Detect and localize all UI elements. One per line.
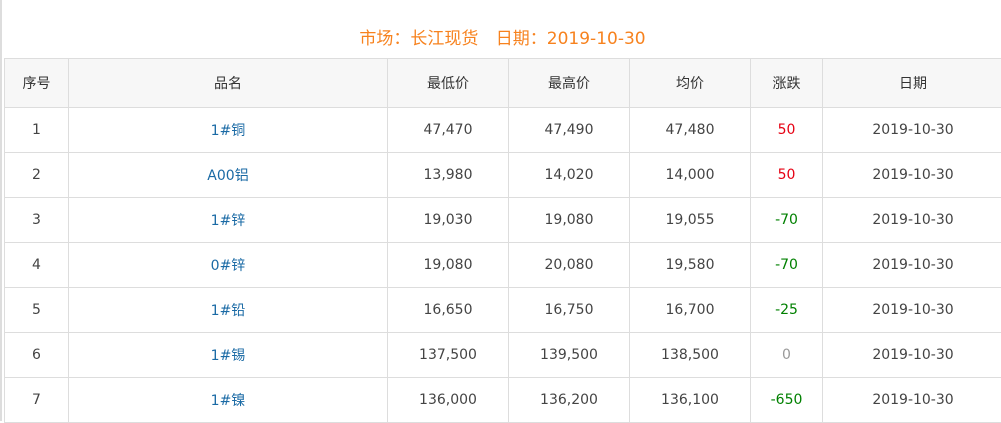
col-header-low: 最低价 [388, 59, 509, 108]
col-header-high: 最高价 [509, 59, 630, 108]
price-change: 50 [751, 108, 823, 153]
price-change: -25 [751, 288, 823, 333]
product-name-link[interactable]: 1#锡 [69, 333, 388, 378]
col-header-change: 涨跌 [751, 59, 823, 108]
row-date: 2019-10-30 [823, 288, 1001, 333]
row-date: 2019-10-30 [823, 153, 1001, 198]
price-change: -70 [751, 243, 823, 288]
low-price: 137,500 [388, 333, 509, 378]
avg-price: 47,480 [630, 108, 751, 153]
avg-price: 19,580 [630, 243, 751, 288]
avg-price: 16,700 [630, 288, 751, 333]
avg-price: 19,055 [630, 198, 751, 243]
product-name-link[interactable]: 1#镍 [69, 378, 388, 423]
high-price: 136,200 [509, 378, 630, 423]
high-price: 14,020 [509, 153, 630, 198]
row-no: 5 [5, 288, 69, 333]
row-no: 4 [5, 243, 69, 288]
row-no: 1 [5, 108, 69, 153]
low-price: 136,000 [388, 378, 509, 423]
high-price: 16,750 [509, 288, 630, 333]
price-change: 50 [751, 153, 823, 198]
row-date: 2019-10-30 [823, 378, 1001, 423]
low-price: 19,030 [388, 198, 509, 243]
product-name-link[interactable]: A00铝 [69, 153, 388, 198]
high-price: 139,500 [509, 333, 630, 378]
price-change: 0 [751, 333, 823, 378]
col-header-date: 日期 [823, 59, 1001, 108]
row-no: 7 [5, 378, 69, 423]
row-date: 2019-10-30 [823, 243, 1001, 288]
row-no: 6 [5, 333, 69, 378]
low-price: 13,980 [388, 153, 509, 198]
price-change: -70 [751, 198, 823, 243]
product-name-link[interactable]: 1#铜 [69, 108, 388, 153]
row-no: 3 [5, 198, 69, 243]
product-name-link[interactable]: 1#锌 [69, 198, 388, 243]
row-date: 2019-10-30 [823, 108, 1001, 153]
market-date-header: 市场：长江现货 日期：2019-10-30 [2, 24, 1001, 49]
low-price: 16,650 [388, 288, 509, 333]
col-header-no: 序号 [5, 59, 69, 108]
avg-price: 14,000 [630, 153, 751, 198]
low-price: 47,470 [388, 108, 509, 153]
avg-price: 136,100 [630, 378, 751, 423]
col-header-name: 品名 [69, 59, 388, 108]
high-price: 19,080 [509, 198, 630, 243]
high-price: 20,080 [509, 243, 630, 288]
row-no: 2 [5, 153, 69, 198]
product-name-link[interactable]: 0#锌 [69, 243, 388, 288]
product-name-link[interactable]: 1#铅 [69, 288, 388, 333]
col-header-avg: 均价 [630, 59, 751, 108]
row-date: 2019-10-30 [823, 198, 1001, 243]
table-header-row: 序号 品名 最低价 最高价 均价 涨跌 日期 [5, 59, 1001, 108]
low-price: 19,080 [388, 243, 509, 288]
market-label: 市场：长江现货 [359, 29, 478, 49]
row-date: 2019-10-30 [823, 333, 1001, 378]
price-change: -650 [751, 378, 823, 423]
avg-price: 138,500 [630, 333, 751, 378]
high-price: 47,490 [509, 108, 630, 153]
date-label: 日期：2019-10-30 [496, 29, 646, 49]
